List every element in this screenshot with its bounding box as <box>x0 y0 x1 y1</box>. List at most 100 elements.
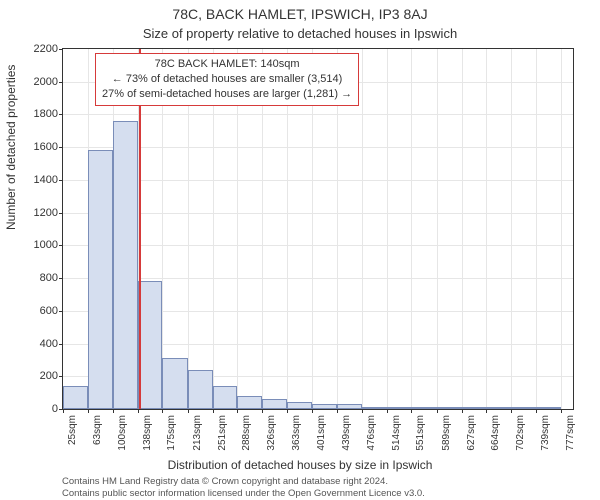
histogram-bar <box>88 150 113 409</box>
x-tick-mark <box>462 409 463 413</box>
x-axis-label: Distribution of detached houses by size … <box>0 458 600 472</box>
y-tick-mark <box>59 147 63 148</box>
x-tick-label: 589sqm <box>441 415 452 459</box>
x-tick-mark <box>387 409 388 413</box>
histogram-bar <box>162 358 187 409</box>
x-tick-label: 288sqm <box>241 415 252 459</box>
y-tick-mark <box>59 278 63 279</box>
histogram-bar <box>362 407 387 409</box>
y-tick-mark <box>59 311 63 312</box>
x-tick-label: 476sqm <box>366 415 377 459</box>
x-tick-label: 100sqm <box>117 415 128 459</box>
x-tick-mark <box>486 409 487 413</box>
gridline-v <box>362 49 363 409</box>
histogram-bar <box>437 407 462 409</box>
x-tick-label: 138sqm <box>142 415 153 459</box>
x-tick-label: 439sqm <box>341 415 352 459</box>
histogram-bar <box>337 404 362 409</box>
histogram-bar <box>138 281 163 409</box>
y-tick-label: 600 <box>8 305 58 317</box>
x-tick-mark <box>312 409 313 413</box>
x-tick-mark <box>262 409 263 413</box>
x-tick-mark <box>88 409 89 413</box>
x-tick-mark <box>511 409 512 413</box>
x-tick-label: 664sqm <box>490 415 501 459</box>
x-tick-label: 702sqm <box>515 415 526 459</box>
y-tick-label: 400 <box>8 338 58 350</box>
histogram-bar <box>287 402 312 409</box>
x-tick-label: 213sqm <box>192 415 203 459</box>
y-tick-label: 1400 <box>8 174 58 186</box>
annotation-line: 78C BACK HAMLET: 140sqm <box>102 57 352 72</box>
y-tick-label: 0 <box>8 403 58 415</box>
gridline-v <box>511 49 512 409</box>
x-tick-mark <box>561 409 562 413</box>
y-tick-mark <box>59 344 63 345</box>
gridline-v <box>411 49 412 409</box>
x-tick-label: 739sqm <box>540 415 551 459</box>
x-tick-label: 514sqm <box>391 415 402 459</box>
x-tick-mark <box>287 409 288 413</box>
x-tick-label: 777sqm <box>565 415 576 459</box>
x-tick-label: 363sqm <box>291 415 302 459</box>
x-tick-label: 251sqm <box>217 415 228 459</box>
y-tick-mark <box>59 376 63 377</box>
gridline-v <box>387 49 388 409</box>
y-tick-label: 2000 <box>8 76 58 88</box>
x-tick-label: 401sqm <box>316 415 327 459</box>
x-tick-mark <box>437 409 438 413</box>
y-tick-mark <box>59 245 63 246</box>
histogram-bar <box>536 407 561 409</box>
x-tick-label: 326sqm <box>266 415 277 459</box>
x-tick-label: 63sqm <box>92 415 103 459</box>
y-tick-label: 1000 <box>8 239 58 251</box>
x-tick-mark <box>188 409 189 413</box>
chart-title-sub: Size of property relative to detached ho… <box>0 26 600 41</box>
y-tick-mark <box>59 213 63 214</box>
gridline-v <box>486 49 487 409</box>
histogram-bar <box>312 404 337 409</box>
histogram-bar <box>387 407 412 409</box>
gridline-v <box>536 49 537 409</box>
y-tick-mark <box>59 114 63 115</box>
histogram-bar <box>188 370 213 409</box>
y-tick-label: 1200 <box>8 207 58 219</box>
x-tick-mark <box>362 409 363 413</box>
histogram-bar <box>237 396 262 409</box>
y-tick-mark <box>59 49 63 50</box>
histogram-bar <box>462 407 487 409</box>
y-tick-mark <box>59 180 63 181</box>
chart-title-main: 78C, BACK HAMLET, IPSWICH, IP3 8AJ <box>0 6 600 22</box>
histogram-bar <box>262 399 287 409</box>
histogram-bar <box>213 386 238 409</box>
y-tick-label: 200 <box>8 370 58 382</box>
gridline-v <box>561 49 562 409</box>
x-tick-mark <box>138 409 139 413</box>
x-tick-mark <box>237 409 238 413</box>
histogram-bar <box>511 407 536 409</box>
y-tick-mark <box>59 82 63 83</box>
histogram-bar <box>113 121 138 409</box>
x-tick-label: 551sqm <box>415 415 426 459</box>
histogram-bar <box>486 407 511 409</box>
x-tick-mark <box>63 409 64 413</box>
gridline-v <box>462 49 463 409</box>
annotation-box: 78C BACK HAMLET: 140sqm← 73% of detached… <box>95 53 359 106</box>
histogram-bar <box>411 407 436 409</box>
gridline-v <box>437 49 438 409</box>
x-tick-mark <box>162 409 163 413</box>
x-tick-mark <box>337 409 338 413</box>
plot-area: 78C BACK HAMLET: 140sqm← 73% of detached… <box>62 48 574 410</box>
x-tick-mark <box>536 409 537 413</box>
x-tick-label: 25sqm <box>67 415 78 459</box>
footnote-line-2: Contains public sector information licen… <box>62 488 425 499</box>
footnote-line-1: Contains HM Land Registry data © Crown c… <box>62 476 388 487</box>
y-tick-label: 1800 <box>8 108 58 120</box>
x-tick-label: 175sqm <box>166 415 177 459</box>
histogram-bar <box>63 386 88 409</box>
x-tick-mark <box>213 409 214 413</box>
x-tick-mark <box>411 409 412 413</box>
y-tick-label: 2200 <box>8 43 58 55</box>
x-tick-mark <box>113 409 114 413</box>
y-tick-label: 1600 <box>8 141 58 153</box>
